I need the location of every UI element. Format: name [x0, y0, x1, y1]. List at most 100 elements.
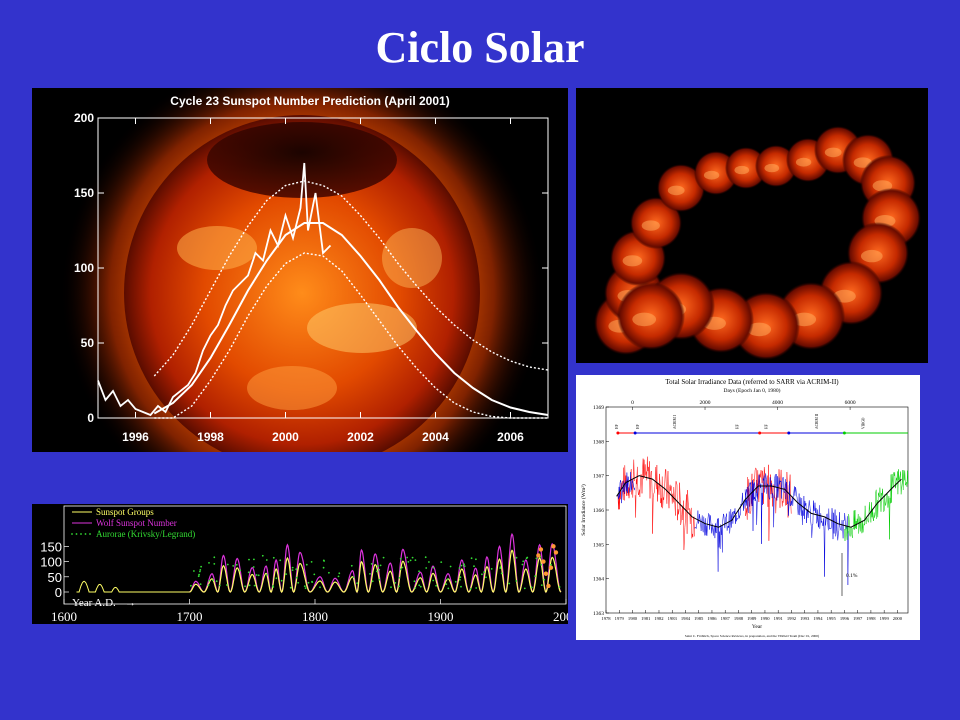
aurora-point [399, 557, 402, 560]
aurora-point [232, 565, 235, 567]
aurora-point [207, 584, 210, 587]
legend-label: Sunspot Groups [96, 507, 154, 517]
legend-label: Aurorae (Krivsky/Legrand) [96, 529, 195, 539]
aurora-point [522, 560, 525, 563]
hist-y-tick-label: 100 [40, 555, 62, 570]
tsi-instrument-marker [758, 431, 762, 435]
aurora-point [428, 561, 430, 563]
aurora-point [247, 571, 250, 574]
tsi-ylabel: Solar Irradiance (Wm²) [580, 484, 587, 536]
tsi-x-tick-label: 1980 [628, 616, 638, 621]
aurora-point [352, 576, 355, 579]
aurora-point [190, 584, 192, 587]
legend-swatch [84, 533, 87, 535]
recent-point [546, 583, 551, 589]
aurora-point [322, 559, 325, 562]
aurora-point [515, 580, 518, 582]
recent-point [548, 565, 554, 570]
aurora-point [285, 573, 288, 575]
active-region [382, 228, 442, 288]
aurora-point [414, 587, 417, 589]
aurora-point [272, 585, 274, 587]
aurora-point [253, 558, 255, 561]
chart-title: Cycle 23 Sunspot Number Prediction (Apri… [170, 94, 449, 108]
aurora-point [469, 588, 472, 590]
aurora-point [413, 580, 416, 583]
series-wolf-sunspot-number [189, 532, 562, 594]
aurora-point [378, 568, 381, 571]
x-tick-label: 2006 [497, 430, 524, 444]
aurora-point [265, 559, 268, 561]
tsi-top-tick-label: 0 [631, 400, 634, 406]
active-region [860, 249, 883, 263]
aurora-point [523, 587, 526, 590]
tsi-series-#ff0000 [634, 456, 695, 550]
aurora-point [418, 570, 420, 573]
legend-swatch [89, 533, 91, 535]
active-region [307, 303, 417, 353]
tsi-x-tick-label: 1984 [681, 616, 691, 621]
aurora-point [521, 563, 524, 566]
y-tick-label: 150 [74, 186, 94, 200]
aurora-point [500, 572, 503, 575]
aurora-point [418, 584, 421, 587]
tsi-x-tick-label: 1987 [721, 616, 731, 621]
aurora-point [411, 556, 414, 559]
tsi-x-tick-label: 1995 [827, 616, 837, 621]
active-region [667, 185, 685, 196]
tsi-top-axis-label: Days (Epoch Jan 0, 1980) [724, 387, 781, 394]
aurora-point [371, 580, 374, 583]
hist-y-tick-label: 50 [48, 570, 62, 585]
aurora-point [255, 574, 258, 576]
tsi-x-tick-label: 1996 [840, 616, 850, 621]
aurora-point [414, 559, 417, 561]
aurora-point [356, 582, 359, 585]
hist-x-tick-label: 1600 [51, 609, 77, 624]
tsi-x-tick-label: 1986 [707, 616, 717, 621]
aurora-point [550, 563, 552, 566]
aurora-point [257, 574, 260, 577]
tsi-top-tick-label: 2000 [700, 400, 711, 406]
tsi-y-tick-label: 1367 [593, 474, 604, 480]
aurora-point [252, 566, 255, 568]
aurora-point [540, 564, 543, 566]
x-tick-label: 2000 [272, 430, 299, 444]
series-lower-bound [154, 252, 548, 419]
tsi-instrument-label: HF [636, 424, 640, 429]
aurora-point [483, 571, 485, 573]
hist-x-tick-label: 1700 [177, 609, 203, 624]
aurora-point [197, 575, 200, 578]
aurora-point [470, 557, 473, 560]
aurora-point [378, 578, 381, 581]
tsi-x-tick-label: 1978 [601, 616, 611, 621]
y-tick-label: 100 [74, 261, 94, 275]
aurora-point [446, 578, 449, 581]
tsi-x-tick-label: 1994 [813, 616, 823, 621]
aurora-point [311, 581, 314, 583]
aurora-point [248, 558, 250, 561]
hist-x-tick-label: 2000 [553, 609, 568, 624]
tsi-x-tick-label: 1983 [668, 616, 678, 621]
aurora-point [248, 584, 251, 587]
legend-label: Wolf Sunspot Number [96, 518, 177, 528]
aurora-point [473, 565, 475, 568]
aurora-point [307, 581, 310, 584]
active-region [177, 226, 257, 270]
aurora-point [291, 566, 294, 569]
aurora-point [199, 570, 201, 573]
tsi-x-tick-label: 2000 [893, 616, 903, 621]
y-tick-label: 200 [74, 111, 94, 125]
aurora-point [280, 579, 283, 582]
aurora-point [212, 579, 214, 582]
tsi-x-tick-label: 1993 [800, 616, 810, 621]
aurora-point [261, 554, 264, 557]
aurora-point [401, 566, 404, 569]
tsi-x-tick-label: 1997 [853, 616, 863, 621]
aurora-point [304, 587, 307, 590]
aurora-point [235, 563, 238, 566]
aurora-point [475, 558, 477, 561]
x-tick-label: 1998 [197, 430, 224, 444]
aurora-point [540, 584, 543, 586]
aurora-point [376, 570, 378, 573]
